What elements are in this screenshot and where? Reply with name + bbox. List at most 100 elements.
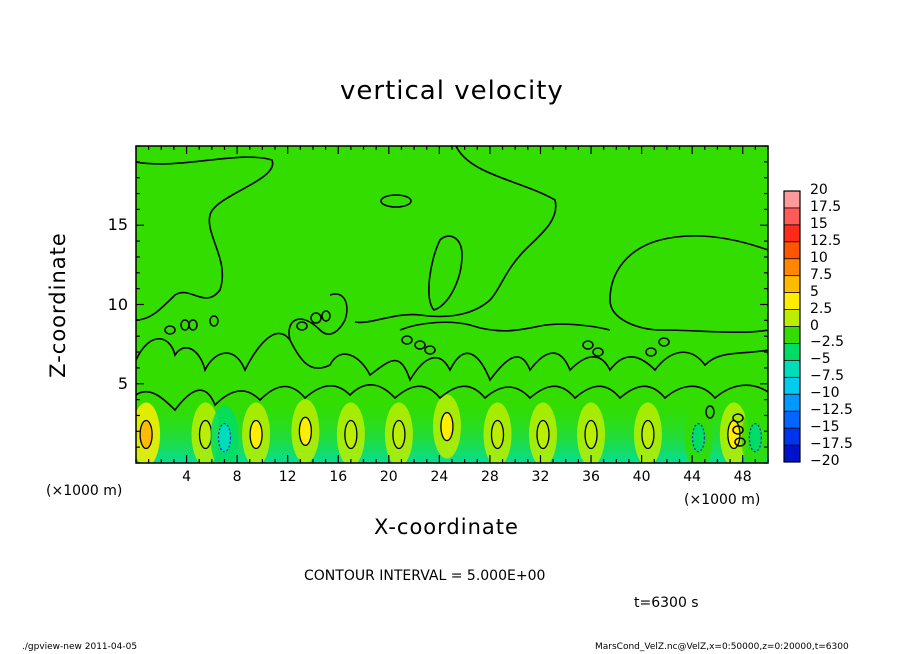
downdraft-core — [748, 422, 763, 453]
colorbar — [783, 190, 801, 463]
x-unit-label-left: (×1000 m) — [46, 483, 123, 499]
updraft-core — [440, 411, 454, 442]
x-tick-label: 8 — [232, 469, 242, 485]
downdraft-core — [691, 422, 706, 453]
updraft-core — [641, 419, 655, 450]
contour-closed — [296, 321, 308, 331]
upper-contour-line — [354, 146, 557, 324]
contour-closed — [705, 405, 715, 419]
colorbar-label: 15 — [810, 215, 828, 232]
mid-contour-line — [136, 384, 768, 412]
colorbar-label: 10 — [810, 249, 828, 266]
colorbar-label: −20 — [810, 453, 840, 469]
x-tick-label: 16 — [329, 469, 348, 485]
updraft-core — [249, 419, 263, 450]
y-ticks — [136, 145, 768, 464]
colorbar-swatch — [784, 411, 800, 429]
colorbar-swatch — [784, 428, 800, 446]
x-tick-label: 32 — [531, 469, 550, 485]
contour-closed — [414, 340, 426, 350]
y-tick-label: 15 — [107, 215, 128, 235]
colorbar-swatch — [784, 258, 800, 276]
mid-contour-line — [136, 332, 768, 382]
x-tick-label: 44 — [683, 469, 702, 485]
mid-contour-line — [288, 293, 348, 341]
small-contours — [164, 310, 746, 447]
upper-contour-line — [609, 235, 768, 334]
x-tick-label: 48 — [733, 469, 752, 485]
colorbar-swatch — [784, 343, 800, 361]
contour-closed — [188, 319, 198, 331]
colorbar-label: 0 — [810, 317, 819, 334]
x-tick-label: 24 — [430, 469, 449, 485]
footer-right: MarsCond_VelZ.nc@VelZ,x=0:50000,z=0:2000… — [595, 642, 849, 652]
colorbar-label: 7.5 — [810, 266, 833, 283]
colorbar-swatch — [784, 445, 800, 462]
y-tick-label: 5 — [117, 373, 128, 393]
contour-closed — [380, 194, 412, 208]
colorbar-label: −12.5 — [810, 402, 853, 419]
x-tick-label: 36 — [582, 469, 600, 485]
colorbar-label: −7.5 — [810, 368, 844, 385]
contour-closed — [734, 437, 746, 447]
colorbar-swatch — [784, 207, 800, 225]
colorbar-swatch — [784, 241, 800, 259]
updraft-core — [198, 419, 213, 450]
colorbar-label: −2.5 — [810, 334, 844, 351]
x-tick-label: 4 — [182, 469, 191, 485]
contour-closed — [645, 347, 657, 357]
updraft-core — [490, 419, 505, 450]
colorbar-label: 12.5 — [810, 232, 842, 249]
x-tick-label: 20 — [379, 469, 398, 485]
chart-title: vertical velocity — [340, 76, 564, 106]
contour-closed — [582, 340, 594, 350]
contour-closed — [321, 310, 331, 322]
plot-field — [136, 146, 768, 463]
colorbar-label: 17.5 — [810, 198, 842, 215]
contour-closed — [164, 325, 176, 335]
colorbar-label: 2.5 — [810, 300, 833, 317]
contour-closed — [428, 235, 463, 311]
y-tick-label: 10 — [107, 294, 128, 314]
x-tick-label: 28 — [480, 469, 499, 485]
colorbar-label: −10 — [810, 385, 840, 402]
colorbar-swatch — [784, 292, 800, 310]
updraft-core — [392, 419, 406, 450]
contour-closed — [209, 315, 219, 327]
contour-closed — [732, 413, 744, 423]
colorbar-swatch — [784, 377, 800, 395]
contour-lines — [136, 146, 768, 412]
colorbar-swatch — [784, 360, 800, 378]
colorbar-label: −17.5 — [810, 436, 853, 453]
contour-interval: CONTOUR INTERVAL = 5.000E+00 — [304, 568, 546, 584]
contour-closed — [658, 337, 670, 347]
contour-closed — [732, 425, 744, 435]
x-ticks — [135, 146, 769, 463]
contour-closed — [401, 335, 413, 345]
colorbar-swatch — [784, 309, 800, 327]
colorbar-swatch — [784, 326, 800, 344]
footer-left: ./gpview-new 2011-04-05 — [22, 642, 138, 652]
colorbar-label: 5 — [810, 283, 819, 300]
colorbar-swatch — [784, 191, 800, 208]
updraft-core — [584, 419, 598, 450]
colorbar-label: 20 — [810, 182, 828, 198]
x-axis-label: X-coordinate — [374, 515, 519, 539]
colorbar-label: −15 — [810, 419, 840, 436]
x-tick-label: 40 — [632, 469, 651, 485]
upper-contour-line — [136, 156, 274, 321]
updraft-core — [536, 419, 550, 450]
contour-closed — [310, 312, 322, 324]
downdraft-core — [217, 422, 232, 453]
contour-closed — [424, 345, 436, 355]
updraft-core — [344, 419, 358, 450]
mid-contour-line — [399, 321, 611, 332]
colorbar-swatch — [784, 275, 800, 293]
updraft-core — [298, 416, 313, 446]
colorbar-swatch — [784, 394, 800, 412]
updraft-core — [139, 419, 153, 450]
colorbar-swatch — [784, 224, 800, 242]
time-label: t=6300 s — [634, 595, 699, 611]
contour-closed — [592, 347, 604, 357]
